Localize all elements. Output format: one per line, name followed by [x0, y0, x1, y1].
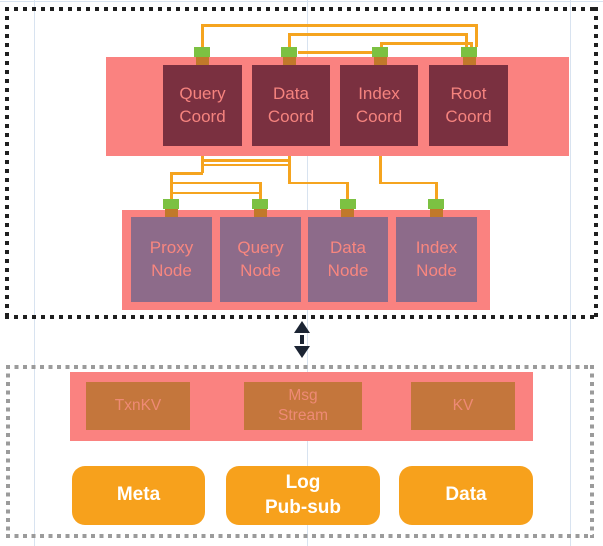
kv-box: KV	[411, 382, 515, 430]
connector-stub-icon	[341, 209, 354, 218]
connector-line	[465, 33, 468, 47]
box-label: Node	[416, 260, 457, 280]
msg-stream-box: Msg Stream	[244, 382, 362, 430]
arrow-head-up	[294, 321, 310, 333]
connector-line	[288, 181, 348, 184]
connector-line	[289, 33, 468, 36]
connector-line	[170, 181, 261, 184]
box-label: Pub-sub	[265, 496, 341, 518]
query-coord-box: Query Coord	[163, 65, 242, 146]
box-label: Data	[330, 238, 366, 258]
box-label: Node	[151, 260, 192, 280]
connector-port-icon	[340, 199, 356, 209]
connector-line	[470, 42, 473, 48]
index-coord-box: Index Coord	[340, 65, 418, 146]
connector-line	[379, 156, 382, 182]
box-label: Query	[237, 238, 284, 258]
box-label: Proxy	[149, 238, 194, 258]
connector-line	[381, 42, 473, 45]
connector-stub-icon	[196, 57, 209, 66]
connector-line	[288, 33, 291, 47]
box-label: Stream	[278, 407, 328, 424]
connector-line	[202, 24, 478, 27]
box-label: Query	[179, 84, 226, 104]
border-edge	[594, 7, 598, 319]
box-label: KV	[452, 397, 474, 415]
border-edge	[5, 7, 9, 319]
connector-line	[170, 172, 173, 199]
connector-line	[379, 181, 437, 184]
grid-guide-line	[34, 0, 35, 546]
connector-stub-icon	[254, 209, 267, 218]
connector-line	[298, 51, 373, 54]
border-edge	[5, 315, 598, 319]
connector-line	[202, 163, 290, 166]
meta-store-box: Meta	[72, 466, 205, 525]
connector-stub-icon	[165, 209, 178, 218]
data-store-box: Data	[399, 466, 533, 525]
connector-stub-icon	[463, 57, 476, 66]
connector-stub-icon	[283, 57, 296, 66]
connector-stub-icon	[430, 209, 443, 218]
connector-port-icon	[372, 47, 388, 57]
connector-line	[259, 181, 262, 200]
connector-stub-icon	[374, 57, 387, 66]
box-label: Data	[273, 84, 309, 104]
connector-line	[435, 181, 438, 200]
border-edge	[6, 365, 10, 538]
arrow-head-down	[294, 346, 310, 358]
border-edge	[590, 365, 594, 538]
box-label: Log	[285, 471, 321, 493]
box-label: Coord	[267, 106, 315, 126]
box-label: Index	[415, 238, 458, 258]
connector-line	[170, 191, 261, 194]
border-edge	[6, 534, 594, 538]
bidirectional-arrow-icon	[293, 321, 311, 358]
connector-port-icon	[252, 199, 268, 209]
index-node-box: Index Node	[396, 217, 477, 302]
log-pubsub-store-box: Log Pub-sub	[226, 466, 380, 525]
grid-guide-line	[0, 1, 603, 2]
connector-port-icon	[428, 199, 444, 209]
connector-line	[202, 159, 290, 162]
connector-line	[346, 181, 349, 200]
connector-line	[288, 156, 291, 182]
data-coord-box: Data Coord	[252, 65, 330, 146]
connector-port-icon	[281, 47, 297, 57]
box-label: Index	[358, 84, 400, 104]
connector-port-icon	[194, 47, 210, 57]
proxy-node-box: Proxy Node	[131, 217, 212, 302]
box-label: Coord	[179, 106, 226, 126]
data-node-box: Data Node	[308, 217, 388, 302]
connector-line	[201, 24, 204, 47]
border-edge	[6, 365, 594, 369]
box-label: Root	[450, 84, 487, 104]
box-label: TxnKV	[114, 397, 162, 415]
query-node-box: Query Node	[220, 217, 301, 302]
box-label: Node	[327, 260, 369, 280]
connector-port-icon	[461, 47, 477, 57]
box-label: Msg	[288, 387, 318, 405]
connector-line	[170, 172, 203, 175]
txnkv-box: TxnKV	[86, 382, 190, 430]
border-edge	[5, 7, 598, 11]
arrow-dash	[300, 335, 304, 344]
box-label: Data	[445, 484, 487, 506]
box-label: Meta	[116, 484, 161, 506]
root-coord-box: Root Coord	[429, 65, 508, 146]
connector-port-icon	[163, 199, 179, 209]
connector-line	[380, 42, 383, 48]
grid-guide-line	[570, 0, 571, 546]
box-label: Coord	[445, 106, 492, 126]
connector-line	[475, 24, 478, 47]
box-label: Node	[240, 260, 281, 280]
box-label: Coord	[355, 106, 403, 126]
